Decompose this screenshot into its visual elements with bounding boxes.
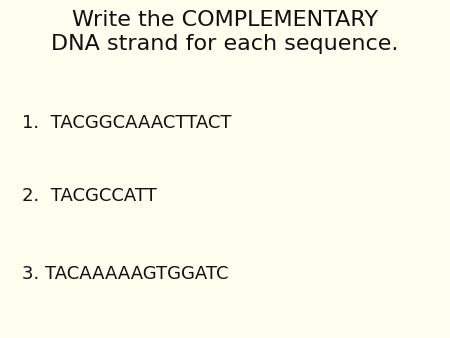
Text: 3. TACAAAAAGTGGATC: 3. TACAAAAAGTGGATC xyxy=(22,265,229,283)
Text: 1.  TACGGCAAACTTACT: 1. TACGGCAAACTTACT xyxy=(22,114,232,132)
Text: Write the COMPLEMENTARY
DNA strand for each sequence.: Write the COMPLEMENTARY DNA strand for e… xyxy=(51,10,399,54)
Text: 2.  TACGCCATT: 2. TACGCCATT xyxy=(22,187,157,205)
